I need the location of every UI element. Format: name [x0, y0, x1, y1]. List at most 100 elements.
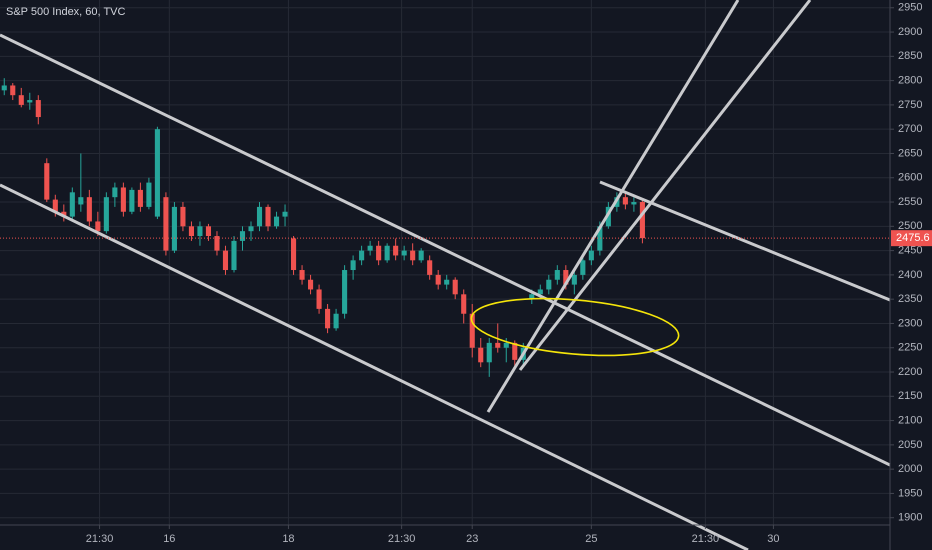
candle-body [333, 313, 339, 329]
y-tick-label: 2050 [898, 439, 922, 451]
trend-line [599, 180, 891, 302]
candle-body [503, 342, 509, 348]
chart-title: S&P 500 Index, 60, TVC [6, 6, 126, 18]
y-tick-label: 2500 [898, 220, 922, 232]
candle-body [495, 342, 501, 348]
candle-body [452, 279, 458, 295]
y-tick-label: 2950 [898, 2, 922, 14]
candle-body [273, 216, 280, 227]
candle-body [367, 245, 373, 251]
y-tick-label: 2800 [898, 75, 922, 87]
candle-body [239, 231, 246, 241]
y-tick-label: 2100 [898, 414, 922, 426]
x-tick-label: 21:30 [388, 533, 416, 545]
candle-body [435, 274, 441, 285]
candle-body [299, 270, 305, 280]
candle-body [154, 129, 160, 217]
y-tick-label: 2650 [898, 147, 922, 159]
x-tick-label: 21:30 [86, 533, 114, 545]
candle-body [248, 226, 254, 232]
candle-body [18, 95, 24, 105]
candle-body [290, 238, 297, 271]
candle-body [222, 250, 229, 271]
y-tick-label: 1900 [898, 512, 922, 524]
candle-body [52, 199, 58, 212]
candle-body [512, 342, 518, 360]
candle-body [537, 289, 543, 295]
candle-body [308, 279, 314, 290]
candle-body [1, 85, 7, 91]
candle-body [10, 85, 16, 96]
y-tick-label: 2400 [898, 269, 922, 281]
candle-body [325, 308, 331, 329]
candle-body [401, 250, 407, 256]
candle-body [163, 197, 169, 251]
candle-body [282, 211, 288, 217]
candle-body [27, 100, 33, 103]
candle-body [197, 226, 203, 237]
x-tick-label: 21:30 [692, 533, 720, 545]
candle-body [469, 313, 475, 348]
candle-body [563, 270, 569, 285]
y-tick-label: 2900 [898, 26, 922, 38]
trend-line [0, 33, 891, 467]
y-tick-label: 2850 [898, 50, 922, 62]
x-tick-label: 25 [585, 533, 597, 545]
candle-body [214, 236, 220, 251]
candle-body [265, 206, 271, 227]
x-tick-label: 30 [767, 533, 779, 545]
candle-body [461, 294, 467, 314]
x-tick-label: 23 [466, 533, 478, 545]
y-tick-label: 2300 [898, 317, 922, 329]
y-tick-label: 2550 [898, 196, 922, 208]
candle-body [444, 279, 450, 285]
candle-body [146, 182, 152, 207]
candle-body [112, 187, 118, 198]
y-tick-label: 2700 [898, 123, 922, 135]
trend-line [0, 183, 749, 550]
candle-body [597, 226, 603, 251]
candle-body [554, 270, 560, 280]
candle-body [69, 192, 75, 217]
candle-body [410, 250, 416, 261]
candle-body [44, 163, 50, 200]
candle-body [478, 347, 484, 363]
candles [1, 78, 645, 377]
candle-body [188, 226, 194, 237]
candle-body [529, 294, 535, 300]
candle-body [103, 197, 109, 232]
candle-body [588, 250, 594, 261]
candle-body [78, 197, 84, 205]
candle-body [571, 274, 577, 285]
y-tick-label: 2000 [898, 463, 922, 475]
candle-body [95, 221, 101, 232]
candle-body [231, 240, 237, 271]
candle-body [546, 279, 552, 290]
y-tick-label: 2350 [898, 293, 922, 305]
trend-line [518, 0, 812, 371]
candle-body [622, 197, 628, 205]
candle-body [342, 270, 348, 314]
candle-body [631, 202, 637, 205]
y-tick-label: 2750 [898, 99, 922, 111]
y-tick-label: 2200 [898, 366, 922, 378]
candle-body [35, 100, 41, 118]
candle-body [418, 250, 424, 261]
y-tick-label: 2150 [898, 390, 922, 402]
y-tick-label: 2600 [898, 172, 922, 184]
candle-body [376, 245, 382, 261]
grid [0, 0, 890, 525]
candle-body [486, 342, 492, 363]
highlight-ellipse [470, 297, 680, 357]
candle-body [359, 250, 365, 261]
candle-body [180, 206, 186, 227]
y-tick-label: 2450 [898, 245, 922, 257]
y-tick-label: 1950 [898, 487, 922, 499]
candle-body [350, 260, 356, 271]
candle-body [384, 245, 390, 261]
candle-body [120, 187, 126, 212]
candle-body [86, 197, 92, 222]
candle-body [605, 206, 611, 227]
candle-body [205, 226, 212, 237]
